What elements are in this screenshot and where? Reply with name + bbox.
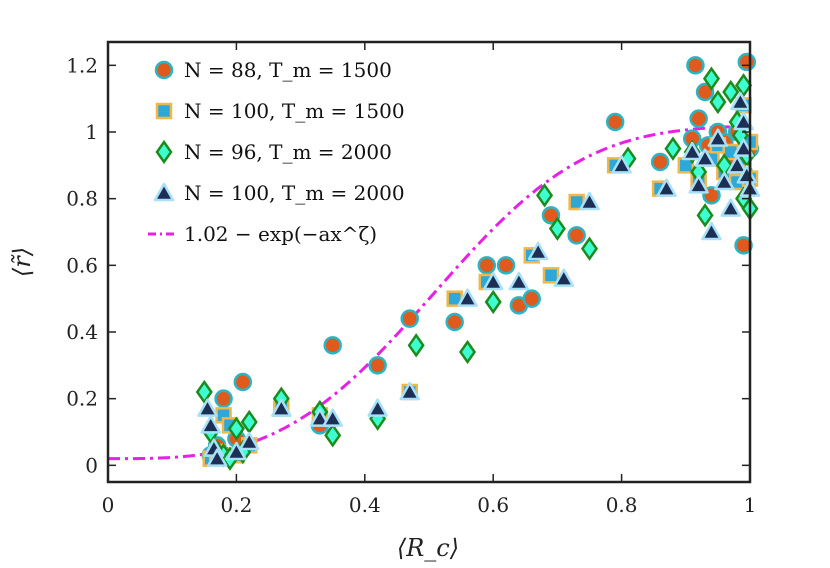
series-3-point	[664, 136, 682, 161]
series-4-point	[238, 431, 260, 451]
y-tick-label: 1.2	[66, 53, 98, 77]
series-4-point	[482, 271, 504, 291]
series-1-point	[323, 336, 342, 355]
series-4-point	[226, 441, 247, 461]
legend-marker-4	[153, 182, 175, 202]
series-3-point	[696, 203, 714, 228]
series-3-point	[484, 289, 502, 315]
series-3-point	[709, 89, 727, 115]
y-tick-label: 0.2	[66, 387, 98, 411]
series-1-point	[695, 82, 715, 102]
series-1-point	[734, 236, 753, 255]
series-1-point	[689, 109, 708, 128]
series-4-point	[322, 408, 343, 427]
series-4-point	[714, 171, 735, 191]
x-tick-label: 1	[744, 493, 757, 517]
x-tick-label: 0.6	[477, 493, 509, 517]
x-tick-label: 0.8	[606, 493, 638, 517]
x-tick-label: 0.2	[220, 493, 252, 517]
series-4-point	[579, 191, 600, 211]
series-4	[197, 91, 761, 467]
series-4-point	[367, 398, 388, 417]
legend-label-1: N = 88, T_m = 1500	[184, 58, 392, 82]
series-1-point	[214, 389, 233, 408]
series-4-point	[701, 221, 722, 241]
series-1-point	[368, 356, 387, 375]
series-3-point	[735, 73, 753, 98]
series-1-point	[737, 52, 757, 72]
legend-label-4: N = 100, T_m = 2000	[184, 181, 405, 205]
series-3-point	[722, 79, 740, 105]
series-4-point	[720, 198, 741, 217]
series-4-point	[206, 448, 228, 467]
series-2-point	[542, 267, 560, 284]
series-4-point	[399, 381, 420, 401]
series-4-point	[457, 288, 478, 307]
series-1-point	[400, 309, 419, 328]
series-4-point	[656, 178, 677, 197]
series-1-point	[233, 372, 253, 392]
series-3-point	[324, 423, 342, 448]
series-3-point	[195, 379, 213, 405]
series-4-point	[200, 415, 221, 434]
series-4-point	[611, 155, 632, 174]
series-4-point	[688, 175, 709, 194]
series-3-point	[227, 416, 245, 441]
series-1-point	[445, 312, 464, 332]
series-4-point	[309, 408, 331, 427]
legend-marker-1	[154, 60, 174, 80]
series-1-point	[541, 206, 561, 225]
series-3-point	[702, 66, 721, 91]
series-4-point	[733, 138, 754, 157]
series-4-point	[197, 398, 218, 417]
series-4-point	[271, 398, 292, 417]
series-1-point	[522, 289, 541, 308]
x-tick-label: 0	[102, 493, 115, 517]
series-3-point	[458, 339, 477, 365]
legend-label-2: N = 100, T_m = 1500	[184, 99, 405, 123]
series-4-point	[733, 111, 754, 131]
series-1-point	[650, 152, 670, 172]
series-1-point	[605, 112, 625, 132]
series-1-point	[477, 256, 497, 275]
series-4-point	[508, 271, 530, 291]
axes-layer: 0 0.2 0.4 0.6 0.8 1 0 0.2 0.4 0.6 0.8 1 1.2	[66, 40, 757, 517]
series-1-point	[567, 226, 586, 245]
series-4-point	[527, 241, 549, 261]
series-3-point	[407, 333, 425, 358]
series-4-point	[553, 268, 575, 287]
legend-label-3: N = 96, T_m = 2000	[184, 140, 392, 164]
legend-marker-2	[155, 102, 173, 120]
series-3-point	[580, 236, 599, 261]
series-3-point	[536, 183, 554, 208]
y-tick-label: 0.4	[66, 320, 98, 344]
y-tick-label: 1	[85, 120, 98, 144]
series-4-point	[694, 148, 716, 167]
legend-marker-3	[155, 139, 173, 165]
plot-frame	[106, 40, 752, 484]
series-4-point	[726, 155, 748, 174]
y-tick-label: 0.6	[66, 253, 98, 277]
y-axis-title: ⟨r̃⟩	[8, 247, 36, 277]
y-tick-label: 0	[85, 453, 98, 477]
legend: N = 88, T_m = 1500 N = 100, T_m = 1500 N =…	[148, 58, 405, 246]
legend-label-fit: 1.02 − exp(−ax^ζ)	[184, 222, 377, 246]
data-points-layer	[195, 52, 761, 471]
series-1-point	[686, 56, 705, 75]
series-4-point	[730, 91, 751, 111]
series-4-point	[707, 128, 729, 147]
x-tick-label: 0.4	[349, 493, 381, 517]
series-4-point	[681, 141, 703, 161]
y-tick-label: 0.8	[66, 187, 98, 211]
series-4-point	[736, 165, 758, 184]
x-axis-title: ⟨R_c⟩	[397, 534, 459, 562]
series-3-point	[548, 216, 566, 241]
series-1-point	[496, 256, 516, 275]
